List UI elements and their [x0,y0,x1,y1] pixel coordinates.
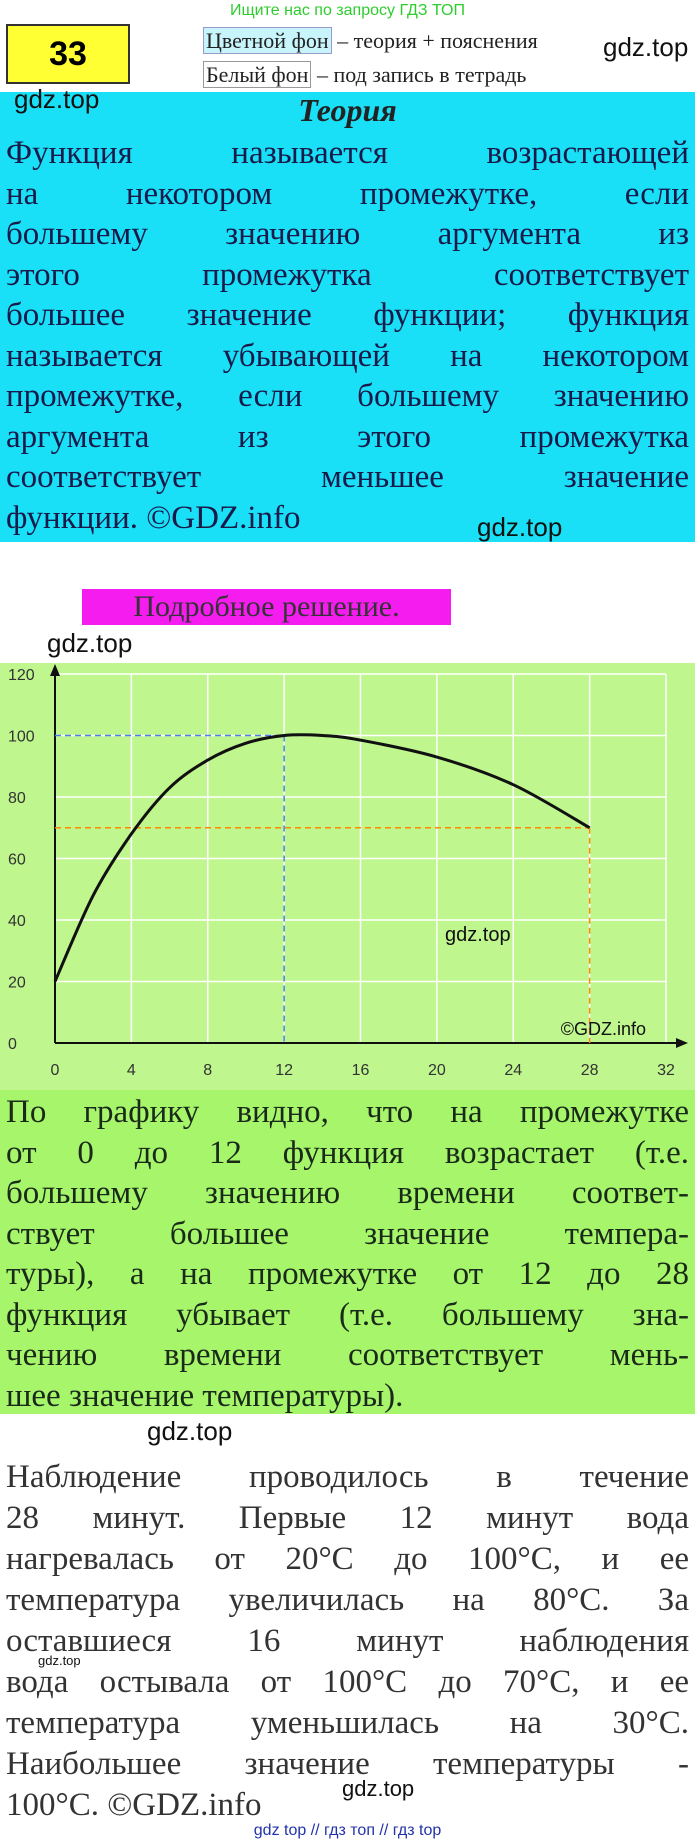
curve [53,733,591,983]
y-tick-label: 40 [8,913,26,930]
y-tick-label: 120 [8,667,35,684]
watermark: gdz.top [342,1776,415,1801]
y-tick-label: 20 [8,975,26,992]
solution-label: Подробное решение. [82,589,451,625]
conclusion-line: Наибольшее значение температуры - [6,1746,689,1782]
y-tick-label: 100 [8,729,35,746]
conclusion-line: Наблюдение проводилось в течение [6,1459,689,1495]
watermark: gdz.top [47,628,133,658]
search-hint: Ищите нас по запросу ГДЗ ТОП [230,2,465,19]
conclusion-line: температура уменьшилась на 30°С. [6,1705,689,1741]
conclusion-line: 100°С. ©GDZ.info [6,1787,262,1823]
theory-line: Функция называется возрастающей [6,135,689,171]
theory-line: называется убывающей на некотором [6,337,689,374]
x-tick-label: 24 [504,1062,522,1079]
explanation-line: большему значению времени соответ- [6,1175,689,1211]
conclusion-line: температура увеличилась на 80°С. За [6,1582,689,1618]
task-number: 33 [6,24,130,84]
y-axis-arrow [50,664,60,676]
explanation-line: ствует большее значение темпера- [6,1215,689,1252]
x-tick-label: 20 [428,1062,446,1079]
chart-annotation: ©GDZ.info [561,1019,646,1039]
x-axis-arrow [676,1038,688,1048]
x-tick-label: 0 [51,1062,60,1079]
theory-line: функции. ©GDZ.info [6,499,301,536]
chart: 0 20 40 60 80 100 120 0 4 8 12 16 20 24 28 32 ©GDZ.info [8,664,688,1079]
explanation-block [0,1090,695,1414]
theory-line: на некотором промежутке, если [6,175,689,212]
explanation-line: По графику видно, что на промежутке [6,1094,689,1130]
legend-white: Белый фон – под запись в тетрадь [203,61,527,88]
conclusion-line: 28 минут. Первые 12 минут вода [6,1500,689,1536]
watermark: gdz.top [147,1416,233,1446]
theory-title: Теория [298,92,397,128]
conclusion-line: вода остывала от 100°С до 70°С, и ее [6,1664,689,1700]
legend-color: Цветной фон – теория + пояснения [203,27,538,54]
chart-block: 0 20 40 60 80 100 120 0 4 8 12 16 20 24 28 32 ©GDZ.info [0,663,695,1090]
y-tick-label: 80 [8,790,26,807]
watermark: gdz.top [14,84,100,114]
theory-line: большему значению аргумента из [6,216,689,252]
explanation-line: шее значение температуры). [6,1377,404,1414]
legend-color-text: – теория + пояснения [337,28,538,53]
explanation-line: чению времени соответствует мень- [6,1337,689,1373]
legend-white-key: Белый фон [203,61,312,88]
explanation-line: туры), а на промежутке от 12 до 28 [6,1256,689,1292]
conclusion-line: нагревалась от 20°С до 100°С, и ее [6,1541,689,1577]
x-tick-label: 16 [352,1062,370,1079]
y-tick-label: 0 [8,1036,17,1053]
theory-line: этого промежутка соответствует [6,256,689,293]
watermark: gdz.top [38,1653,81,1668]
legend-white-text: – под запись в тетрадь [316,62,527,87]
explanation-line: от 0 до 12 функция возрастает (т.е. [6,1134,689,1171]
theory-line: аргумента из этого промежутка [6,418,689,455]
theory-line: промежутке, если большему значению [6,378,689,414]
theory-line: большее значение функции; функция [6,297,689,333]
watermark: gdz.top [603,32,689,62]
x-tick-label: 12 [275,1062,293,1079]
x-tick-label: 28 [581,1062,599,1079]
footer: gdz top // гдз топ // гдз top [253,1822,442,1839]
theory-line: соответствует меньшее значение [6,459,689,495]
watermark: gdz.top [445,924,511,946]
x-tick-label: 4 [127,1062,136,1079]
watermark: gdz.top [477,512,563,542]
conclusion-line: оставшиеся 16 минут наблюдения [6,1623,689,1659]
theory-block [0,92,695,542]
explanation-line: функция убывает (т.е. большему зна- [6,1296,689,1333]
x-tick-label: 32 [657,1062,675,1079]
x-tick-label: 8 [203,1062,212,1079]
y-tick-label: 60 [8,852,26,869]
legend-color-key: Цветной фон [203,27,332,54]
